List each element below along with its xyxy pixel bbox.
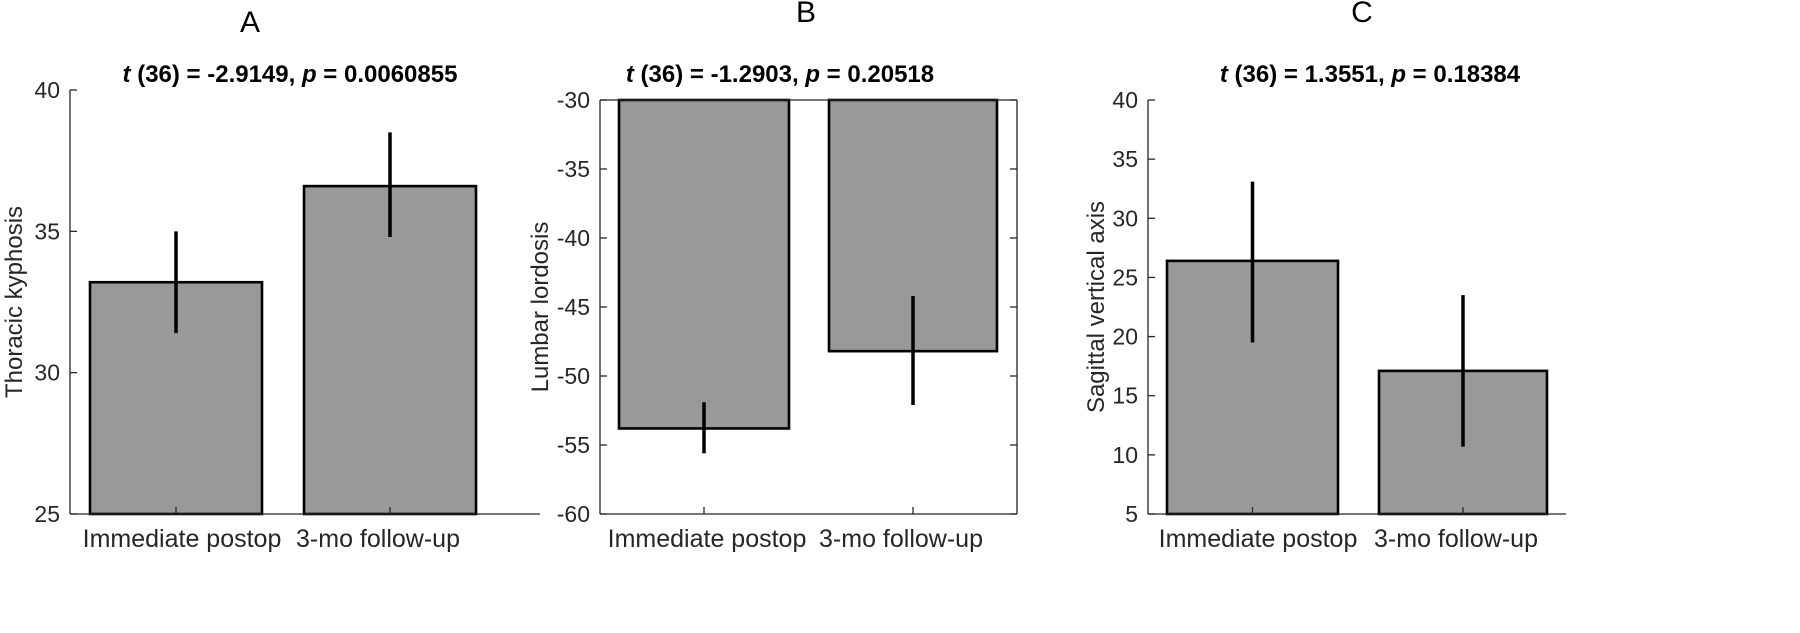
x-tick-label: 3-mo follow-up bbox=[296, 525, 460, 553]
y-tick-label: -60 bbox=[557, 501, 590, 527]
y-tick-label: 20 bbox=[1112, 324, 1138, 350]
stat-part: t bbox=[123, 61, 132, 88]
y-tick-label: 30 bbox=[1112, 205, 1138, 231]
x-tick-label: 3-mo follow-up bbox=[1374, 525, 1538, 553]
panel-letter: B bbox=[796, 0, 816, 29]
y-tick-label: -50 bbox=[557, 363, 590, 389]
y-tick-label: 40 bbox=[1112, 87, 1138, 113]
y-tick-label: -30 bbox=[557, 87, 590, 113]
stat-part: = 0.18384 bbox=[1406, 61, 1521, 88]
stat-part: p bbox=[1390, 61, 1406, 88]
panel-letter: C bbox=[1351, 0, 1373, 29]
x-tick-label: 3-mo follow-up bbox=[819, 525, 983, 553]
y-tick-label: -55 bbox=[557, 432, 590, 458]
y-tick-label: 5 bbox=[1125, 501, 1138, 527]
stat-annotation: t (36) = 1.3551, p = 0.18384 bbox=[1220, 61, 1521, 88]
stat-part: t bbox=[626, 61, 635, 88]
stat-part: p bbox=[301, 61, 317, 88]
y-axis-label: Lumbar lordosis bbox=[527, 222, 554, 393]
stat-annotation: t (36) = -1.2903, p = 0.20518 bbox=[626, 61, 934, 88]
stat-part: p bbox=[804, 61, 820, 88]
bar-immediate-postop bbox=[617, 98, 791, 430]
y-tick-label: -40 bbox=[557, 225, 590, 251]
y-tick-label: 35 bbox=[34, 218, 60, 244]
y-tick-label: 35 bbox=[1112, 146, 1138, 172]
chart-panel-b: Bt (36) = -1.2903, p = 0.20518 -60 -55 -50 -… bbox=[527, 0, 1018, 553]
y-tick-label: 40 bbox=[34, 77, 60, 103]
stat-part: = 0.0060855 bbox=[317, 61, 458, 88]
y-tick-label: 25 bbox=[1112, 264, 1138, 290]
y-tick-label: 10 bbox=[1112, 442, 1138, 468]
y-tick-label: 30 bbox=[34, 360, 60, 386]
stat-annotation: t (36) = -2.9149, p = 0.0060855 bbox=[123, 61, 458, 88]
y-axis-label: Thoracic kyphosis bbox=[1, 206, 28, 398]
stat-part: (36) = -2.9149, bbox=[131, 61, 302, 88]
y-tick-label: -35 bbox=[557, 156, 590, 182]
stat-part: (36) = -1.2903, bbox=[634, 61, 805, 88]
x-tick-label: Immediate postop bbox=[83, 525, 282, 553]
x-tick-label: Immediate postop bbox=[1159, 525, 1358, 553]
stat-part: (36) = 1.3551, bbox=[1228, 61, 1391, 88]
panel-letter: A bbox=[240, 6, 260, 39]
x-tick-label: Immediate postop bbox=[608, 525, 807, 553]
chart-panel-a: At (36) = -2.9149, p = 0.0060855 25 30 35 40… bbox=[1, 6, 540, 553]
chart-panel-c: Ct (36) = 1.3551, p = 0.18384 5 10 15 20 25 30… bbox=[1083, 0, 1566, 553]
y-axis-label: Sagittal vertical axis bbox=[1083, 201, 1110, 413]
bar-3-mo-follow-up bbox=[302, 184, 478, 516]
y-tick-label: 25 bbox=[34, 501, 60, 527]
y-tick-label: -45 bbox=[557, 294, 590, 320]
stat-part: t bbox=[1220, 61, 1229, 88]
y-tick-label: 15 bbox=[1112, 383, 1138, 409]
stat-part: = 0.20518 bbox=[820, 61, 934, 88]
